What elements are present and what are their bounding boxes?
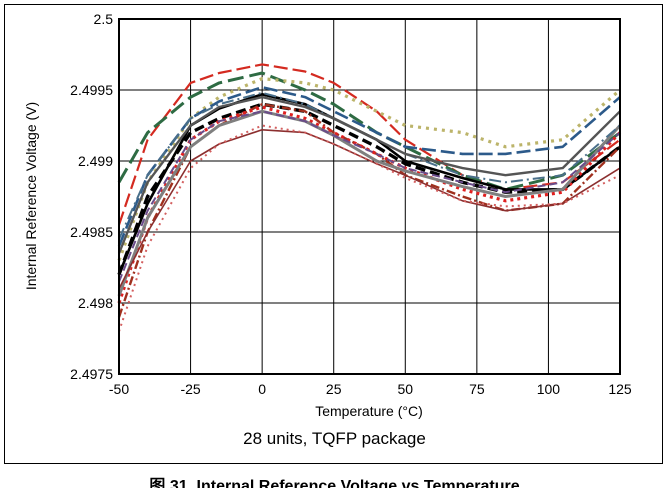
x-tick-label: 0 xyxy=(258,381,266,397)
x-axis-label: Temperature (°C) xyxy=(315,403,423,419)
y-tick-label: 2.4995 xyxy=(70,82,113,98)
x-tick-label: 25 xyxy=(326,381,342,397)
figure-caption: 图 31. Internal Reference Voltage vs Temp… xyxy=(0,476,669,488)
y-tick-label: 2.4985 xyxy=(70,224,113,240)
x-tick-label: -50 xyxy=(109,381,129,397)
x-tick-label: 50 xyxy=(397,381,413,397)
y-tick-label: 2.499 xyxy=(78,153,113,169)
plot-background xyxy=(119,19,620,374)
x-tick-labels: -50 -25 0 25 50 75 100 125 xyxy=(109,381,632,397)
x-tick-label: 75 xyxy=(469,381,485,397)
y-tick-label: 2.498 xyxy=(78,295,113,311)
x-tick-label: -25 xyxy=(180,381,200,397)
y-tick-labels: 2.4975 2.498 2.4985 2.499 2.4995 2.5 xyxy=(70,11,113,382)
x-tick-label: 100 xyxy=(537,381,561,397)
chart-subtitle: 28 units, TQFP package xyxy=(0,429,669,449)
y-tick-label: 2.5 xyxy=(94,11,114,27)
y-axis-label: Internal Reference Voltage (V) xyxy=(23,102,39,290)
y-tick-label: 2.4975 xyxy=(70,366,113,382)
x-tick-label: 125 xyxy=(608,381,632,397)
